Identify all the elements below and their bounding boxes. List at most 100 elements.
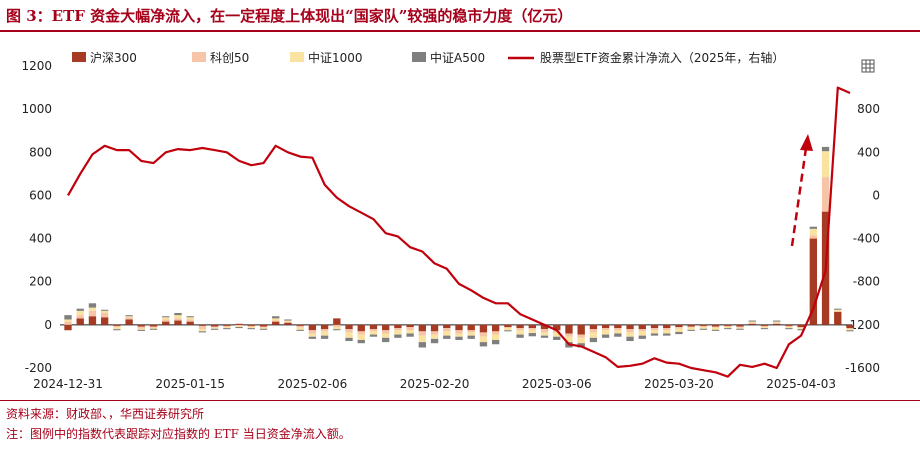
bar-segment (687, 329, 695, 331)
bar-segment (748, 320, 756, 322)
bar-segment (540, 324, 549, 330)
bar-segment (699, 328, 708, 330)
bar-segment (675, 328, 683, 332)
bar-segment (528, 333, 536, 337)
bar-segment (320, 329, 329, 332)
source-note: 资料来源：财政部、，华西证券研究所 (6, 407, 205, 421)
bar-segment (223, 327, 231, 329)
bar-segment (748, 321, 756, 323)
bar-segment (455, 336, 463, 340)
cumulative-inflow-line (67, 86, 851, 378)
bar-segment (345, 324, 353, 330)
bar-segment (589, 337, 598, 343)
bar-segment (418, 331, 427, 336)
x-axis-tick-label: 2024-12-31 (33, 377, 103, 391)
bar-segment (223, 325, 231, 328)
legend-label: 沪深300 (90, 51, 137, 65)
bar-segment (516, 334, 524, 338)
bar-segment (443, 324, 451, 329)
bar-segment (369, 334, 378, 337)
legend-swatch (412, 52, 426, 62)
bar-segment (308, 336, 317, 339)
bar-segment (773, 322, 781, 324)
bar-segment (834, 311, 842, 325)
bar-segment (284, 320, 292, 322)
bar-segment (601, 324, 610, 329)
bar-segment (345, 337, 353, 342)
bar-segment (589, 329, 598, 333)
bar-segment (528, 324, 536, 329)
bar-segment (699, 325, 708, 328)
bar-segment (64, 321, 72, 325)
bar-segment (504, 324, 512, 328)
bar-segment (443, 331, 451, 336)
bar-segment (272, 318, 280, 321)
left-axis-tick-label: 600 (29, 188, 52, 202)
bar-segment (406, 333, 414, 337)
bar-segment (821, 146, 830, 152)
bar-segment (198, 331, 207, 333)
bar-segment (663, 324, 671, 329)
bar-segment (210, 327, 219, 329)
bar-segment (577, 334, 585, 338)
bar-segment (210, 328, 219, 330)
footnote: 注：图例中的指数代表跟踪对应指数的 ETF 当日资金净流入额。 (6, 427, 351, 441)
bar-segment (333, 324, 341, 328)
bar-segment (406, 324, 414, 328)
bar-segment (711, 324, 720, 327)
bar-segment (553, 332, 561, 337)
bar-segment (760, 325, 769, 328)
bar-segment (259, 328, 268, 330)
bar-segment (210, 324, 219, 327)
bar-segment (711, 327, 720, 330)
bar-segment (797, 328, 805, 330)
right-axis-tick-label: -1200 (845, 318, 880, 332)
legend-swatch (290, 52, 304, 62)
bar-segment (174, 318, 182, 321)
plot-area: -200 0 200 400 600 800 1000 1200 -1600 -1200 -800 -… (21, 59, 880, 391)
bar-segment (149, 328, 158, 330)
left-axis-tick-label: 200 (29, 275, 52, 289)
bar-segment (528, 329, 536, 334)
bar-segment (320, 331, 329, 336)
bar-segment (149, 326, 158, 328)
bar-segment (467, 332, 475, 336)
bar-segment (259, 326, 268, 328)
bar-segment (650, 330, 659, 334)
bar-segment (272, 320, 280, 322)
bar-segment (174, 320, 182, 325)
bar-segment (418, 335, 427, 343)
bar-segment (553, 324, 561, 331)
x-axis-tick-label: 2025-02-20 (400, 377, 470, 391)
bar-segment (821, 151, 830, 178)
bar-segment (589, 324, 598, 330)
bar-segment (553, 336, 561, 340)
bar-segment (711, 329, 720, 331)
bar-segment (76, 318, 84, 325)
bar-segment (64, 319, 72, 322)
bar-segment (333, 327, 341, 330)
bar-segment (418, 342, 427, 348)
bar-segment (137, 328, 145, 330)
bar-segment (565, 324, 573, 334)
chart-title: 图 3：ETF 资金大幅净流入，在一定程度上体现出“国家队”较强的稳市力度（亿元… (6, 7, 573, 25)
bar-segment (773, 320, 781, 322)
bar-segment (663, 330, 671, 334)
bar-segment (125, 315, 133, 317)
bar-segment (614, 333, 622, 337)
bar-segment (443, 328, 451, 332)
bar-segment (308, 324, 317, 331)
bar-segment (113, 324, 121, 326)
bar-segment (504, 330, 512, 332)
bar-segment (760, 328, 769, 330)
bar-segment (528, 328, 536, 330)
bar-segment (797, 324, 805, 328)
bar-segment (675, 327, 683, 329)
bar-segment (846, 329, 854, 331)
legend-label: 股票型ETF资金累计净流入（2025年，右轴） (540, 50, 784, 65)
bar-segment (382, 333, 390, 338)
bar-segment (235, 327, 243, 329)
legend-swatch (192, 52, 206, 62)
bar-segment (773, 321, 781, 323)
bar-segment (345, 332, 353, 338)
